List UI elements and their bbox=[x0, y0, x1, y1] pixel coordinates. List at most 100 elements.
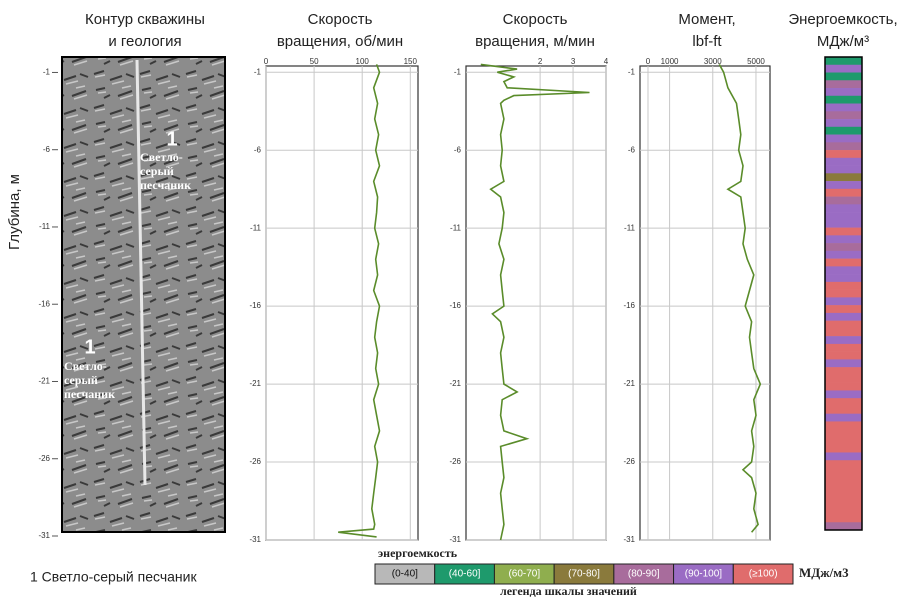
x-tick-label: 2 bbox=[538, 57, 543, 66]
energy-stripe bbox=[825, 468, 862, 476]
track-frame bbox=[266, 66, 418, 540]
energy-stripe bbox=[825, 514, 862, 522]
layer-label: Светло- bbox=[64, 359, 107, 373]
energy-stripe bbox=[825, 88, 862, 96]
x-tick-label: 5000 bbox=[747, 57, 765, 66]
y-tick-label: -11 bbox=[624, 223, 636, 232]
energy-stripe bbox=[825, 243, 862, 251]
x-tick-label: 4 bbox=[604, 57, 609, 66]
energy-stripe bbox=[825, 212, 862, 220]
energy-stripe bbox=[825, 119, 862, 127]
y-tick-label: -21 bbox=[38, 377, 50, 386]
panel-title: Момент, bbox=[678, 11, 735, 28]
y-tick-label: -26 bbox=[623, 457, 635, 466]
energy-stripe bbox=[825, 181, 862, 189]
panel-title: Энергоемкость, bbox=[788, 11, 897, 28]
energy-stripe bbox=[825, 220, 862, 228]
track bbox=[640, 66, 770, 540]
energy-stripe bbox=[825, 476, 862, 484]
y-tick-label: -26 bbox=[38, 454, 50, 463]
y-tick-label: -11 bbox=[39, 222, 51, 231]
y-tick-label: -1 bbox=[454, 67, 462, 76]
x-tick-label: 0 bbox=[646, 57, 651, 66]
legend-label: (60-70] bbox=[508, 569, 540, 580]
layer-label: серый bbox=[64, 373, 98, 387]
energy-stripe bbox=[825, 499, 862, 507]
y-tick-label: -1 bbox=[43, 68, 51, 77]
energy-stripe bbox=[825, 235, 862, 243]
energy-stripe bbox=[825, 259, 862, 267]
y-tick-label: -31 bbox=[38, 531, 50, 540]
legend-label: (40-60] bbox=[449, 569, 481, 580]
energy-stripe bbox=[825, 375, 862, 383]
panel-title: вращения, об/мин bbox=[277, 33, 403, 50]
energy-stripe bbox=[825, 344, 862, 352]
legend-label: (80-90] bbox=[628, 569, 660, 580]
y-tick-label: -16 bbox=[623, 301, 635, 310]
energy-stripe bbox=[825, 73, 862, 81]
x-tick-label: 3 bbox=[571, 57, 576, 66]
y-tick-label: -16 bbox=[449, 301, 461, 310]
energy-stripe bbox=[825, 313, 862, 321]
y-tick-label: -26 bbox=[449, 457, 461, 466]
track-frame bbox=[466, 66, 606, 540]
energy-stripe bbox=[825, 150, 862, 158]
energy-stripe bbox=[825, 65, 862, 73]
panel-title: lbf-ft bbox=[692, 33, 722, 50]
panel-title: МДж/м³ bbox=[817, 33, 869, 50]
energy-stripe bbox=[825, 460, 862, 468]
y-tick-label: -31 bbox=[449, 535, 461, 544]
energy-stripe bbox=[825, 251, 862, 259]
panel-title: вращения, м/мин bbox=[475, 33, 595, 50]
x-tick-label: 0 bbox=[264, 57, 269, 66]
legend-label: (0-40] bbox=[392, 569, 418, 580]
energy-stripe bbox=[825, 437, 862, 445]
panel-title: Скорость bbox=[308, 11, 373, 28]
y-axis-label: Глубина, м bbox=[6, 174, 23, 250]
y-tick-label: -21 bbox=[623, 379, 635, 388]
y-tick-label: -16 bbox=[38, 299, 50, 308]
energy-stripe bbox=[825, 104, 862, 112]
energy-stripe bbox=[825, 390, 862, 398]
energy-stripe bbox=[825, 189, 862, 197]
energy-stripe bbox=[825, 328, 862, 336]
y-tick-label: -1 bbox=[628, 67, 636, 76]
y-tick-label: -6 bbox=[43, 145, 51, 154]
y-tick-label: -6 bbox=[454, 145, 462, 154]
energy-stripe bbox=[825, 266, 862, 274]
legend-label: (70-80] bbox=[568, 569, 600, 580]
well-log-figure: Глубина, м 1 Светло-серый песчаник энерг… bbox=[0, 0, 913, 599]
energy-stripe bbox=[825, 336, 862, 344]
energy-stripe bbox=[825, 173, 862, 181]
energy-stripe bbox=[825, 491, 862, 499]
energy-stripe bbox=[825, 383, 862, 391]
y-tick-label: -21 bbox=[449, 379, 461, 388]
energy-stripe bbox=[825, 421, 862, 429]
legend-title: энергоемкость bbox=[378, 546, 458, 560]
panel-title: Скорость bbox=[503, 11, 568, 28]
energy-stripe bbox=[825, 321, 862, 329]
energy-stripe bbox=[825, 522, 862, 530]
energy-stripe bbox=[825, 452, 862, 460]
layer-number: 1 bbox=[166, 128, 177, 150]
layer-label: песчаник bbox=[64, 387, 115, 401]
track bbox=[466, 66, 606, 540]
panel-title: и геология bbox=[108, 33, 181, 50]
energy-stripe bbox=[825, 414, 862, 422]
y-tick-label: -31 bbox=[623, 535, 635, 544]
energy-stripe bbox=[825, 483, 862, 491]
y-tick-label: -16 bbox=[249, 301, 261, 310]
y-tick-label: -6 bbox=[628, 145, 636, 154]
energy-stripe bbox=[825, 57, 862, 65]
x-tick-label: 50 bbox=[310, 57, 319, 66]
y-tick-label: -11 bbox=[250, 223, 262, 232]
energy-stripe bbox=[825, 406, 862, 414]
energy-stripe bbox=[825, 398, 862, 406]
energy-stripe bbox=[825, 204, 862, 212]
energy-stripe bbox=[825, 80, 862, 88]
energy-stripe bbox=[825, 282, 862, 290]
energy-stripe bbox=[825, 127, 862, 135]
energy-stripe bbox=[825, 352, 862, 360]
legend-label: (≥100) bbox=[749, 569, 778, 580]
layer-number: 1 bbox=[84, 336, 95, 358]
